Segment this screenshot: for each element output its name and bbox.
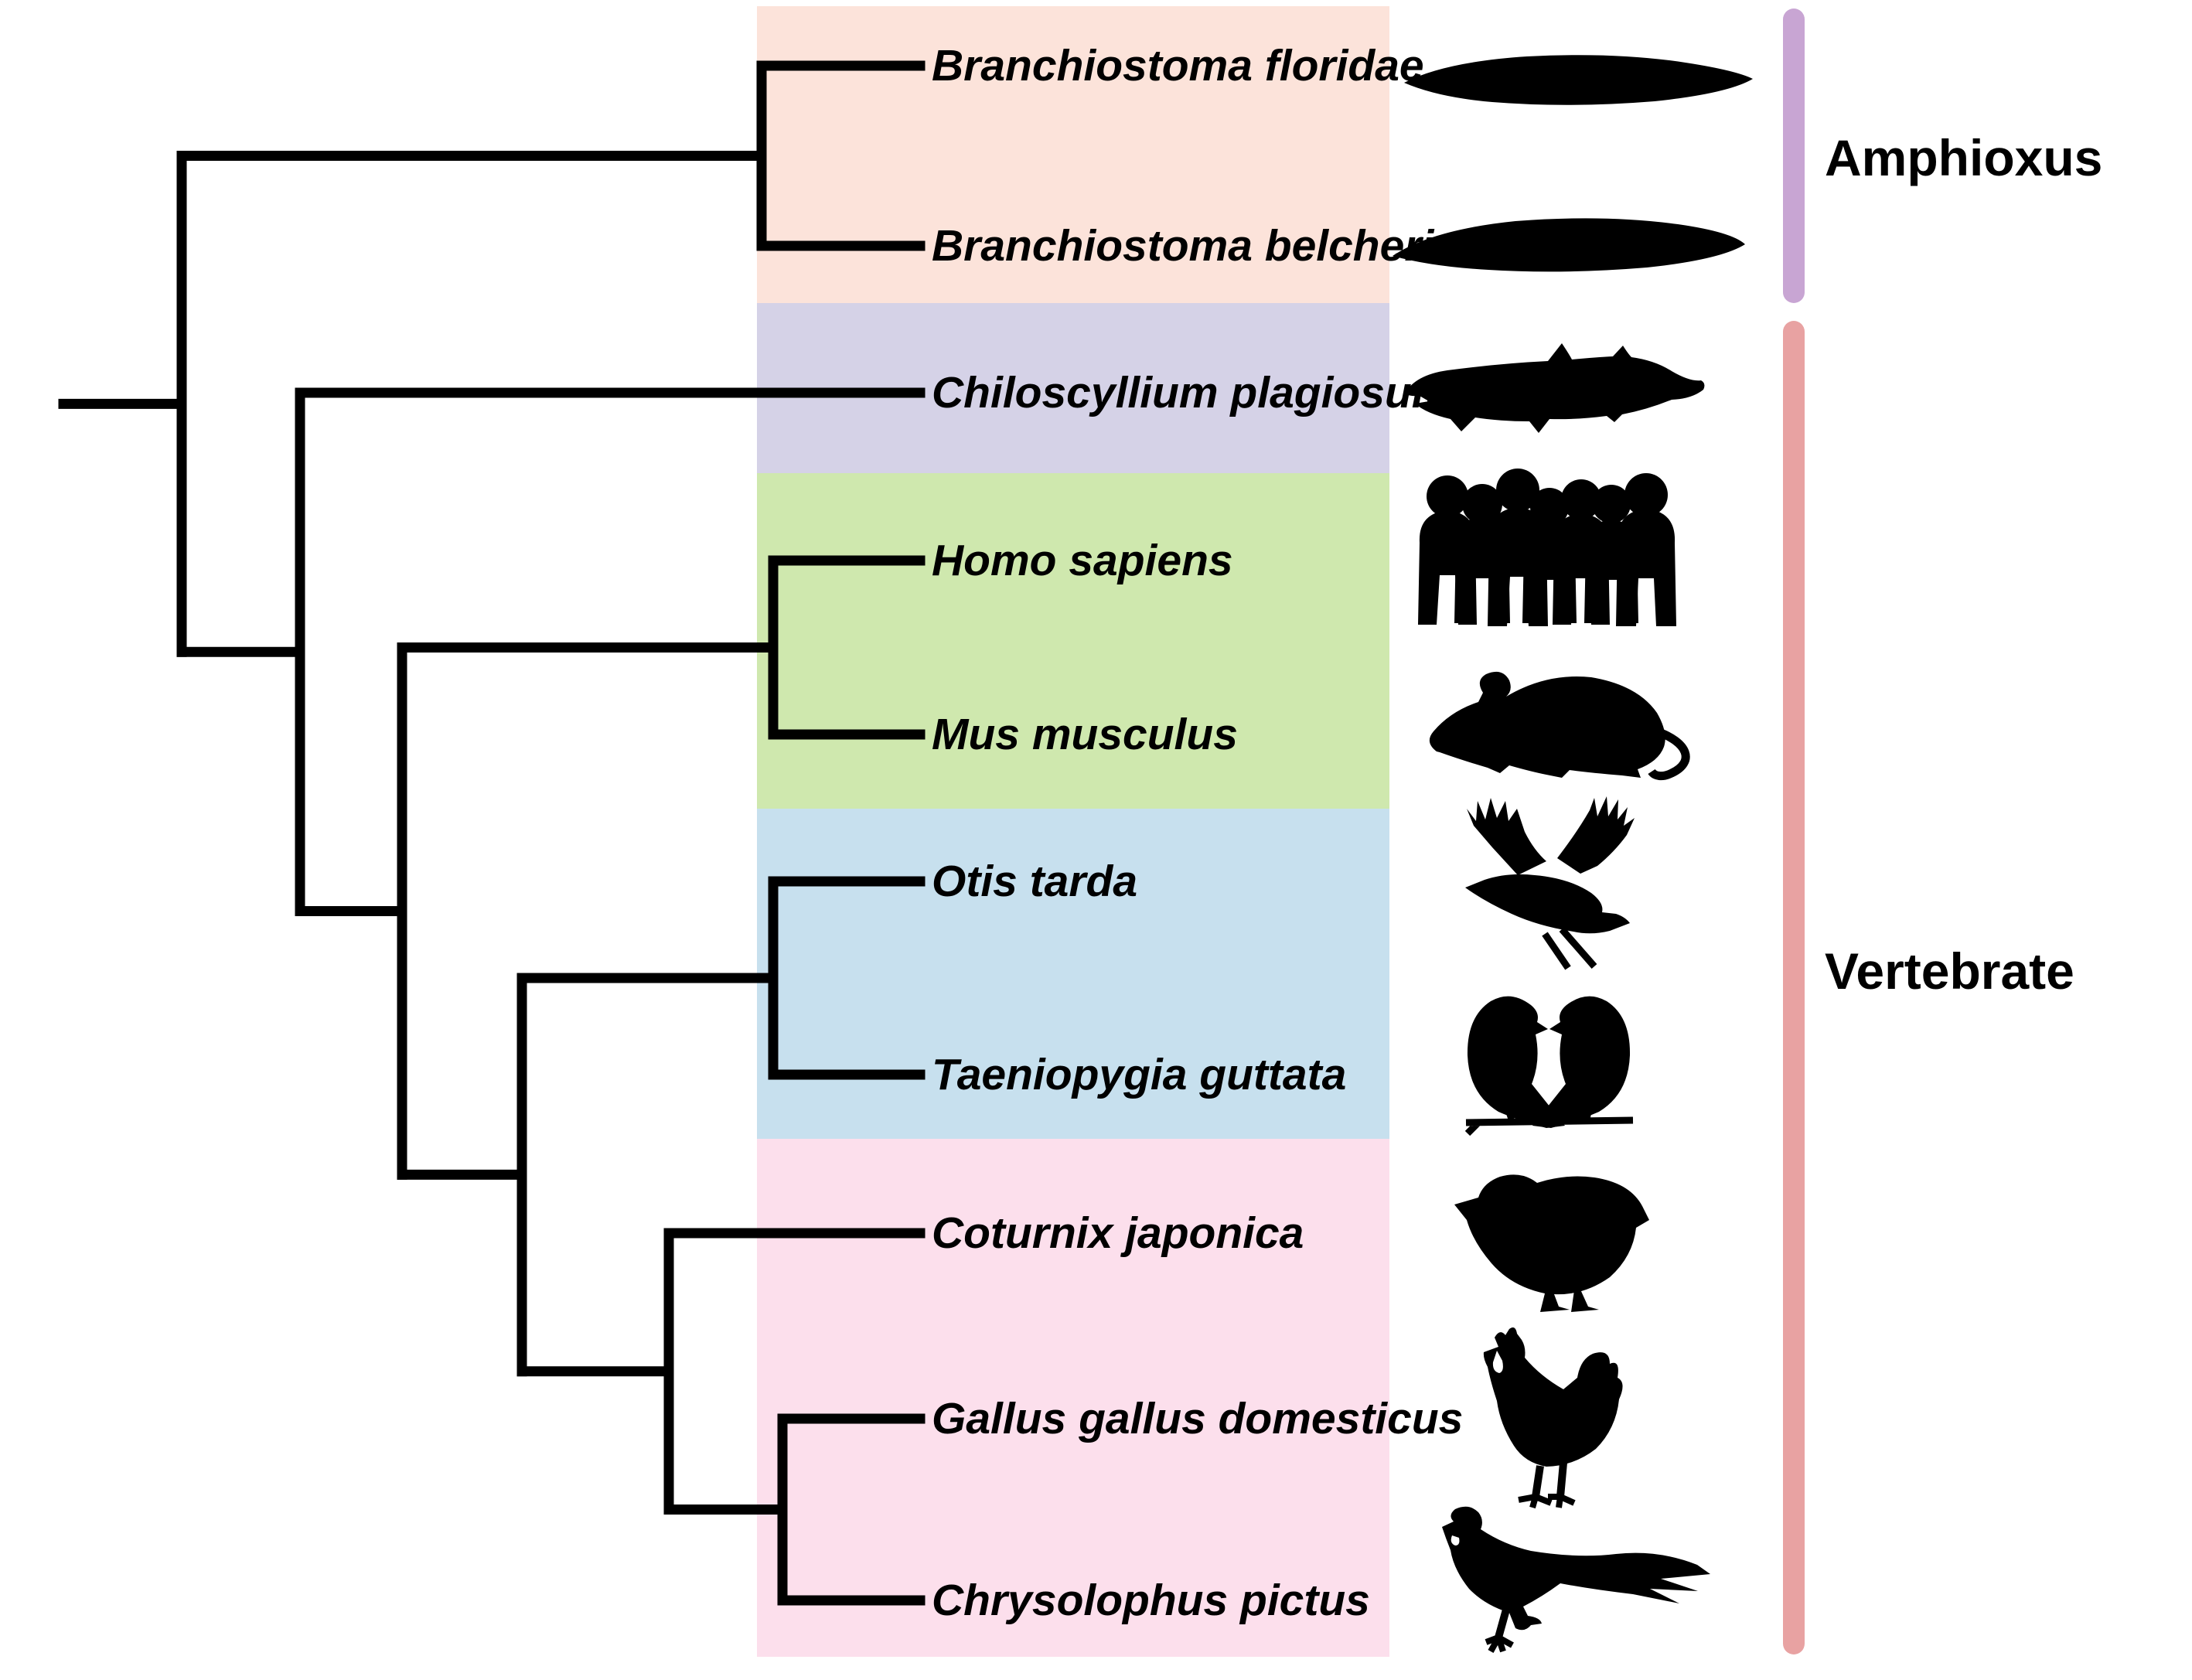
species-label-lancelet-floridae: Branchiostoma floridae <box>932 41 1424 90</box>
human-group-silhouette <box>1418 469 1676 626</box>
vertebrate-clade-label: Vertebrate <box>1825 942 2074 1000</box>
species-labels: Branchiostoma floridae Branchiostoma belc… <box>932 41 1463 1625</box>
amphioxus-clade-label: Amphioxus <box>1825 129 2102 186</box>
species-label-lancelet-belcheri: Branchiostoma belcheri <box>932 221 1435 271</box>
species-label-mouse: Mus musculus <box>932 710 1238 759</box>
vertebrate-clade-bar <box>1783 321 1805 1654</box>
clade-bars <box>1783 9 1805 1654</box>
species-label-hen: Gallus gallus domesticus <box>932 1394 1463 1443</box>
mouse-silhouette <box>1429 671 1690 781</box>
bird1-band <box>757 809 1389 1139</box>
flying-bustard-silhouette <box>1465 796 1635 970</box>
tree-branches <box>58 60 926 1606</box>
bird2-band <box>757 1139 1389 1657</box>
clade-labels: Amphioxus Vertebrate <box>1825 129 2102 1000</box>
silhouettes <box>1393 55 1753 1653</box>
lancelet-floridae-silhouette <box>1404 55 1753 105</box>
lancelet-belcheri-silhouette <box>1393 218 1745 272</box>
quail-silhouette <box>1454 1174 1649 1312</box>
zebra-finch-pair-silhouette <box>1464 996 1634 1136</box>
mammal-band <box>757 473 1389 809</box>
hen-silhouette <box>1483 1327 1623 1509</box>
amphioxus-clade-bar <box>1783 9 1805 303</box>
species-label-bamboo-shark: Chiloscyllium plagiosum <box>932 368 1451 417</box>
bamboo-shark-silhouette <box>1405 343 1705 433</box>
species-label-golden-pheasant: Chrysolophus pictus <box>932 1576 1370 1625</box>
golden-pheasant-silhouette <box>1442 1506 1710 1653</box>
species-label-flying-bustard: Otis tarda <box>932 857 1137 906</box>
species-label-quail: Coturnix japonica <box>932 1208 1304 1258</box>
amphioxus-band <box>757 6 1389 303</box>
species-label-zebra-finch-pair: Taeniopygia guttata <box>932 1050 1346 1099</box>
species-bands <box>757 6 1389 1657</box>
species-label-human-group: Homo sapiens <box>932 536 1233 585</box>
